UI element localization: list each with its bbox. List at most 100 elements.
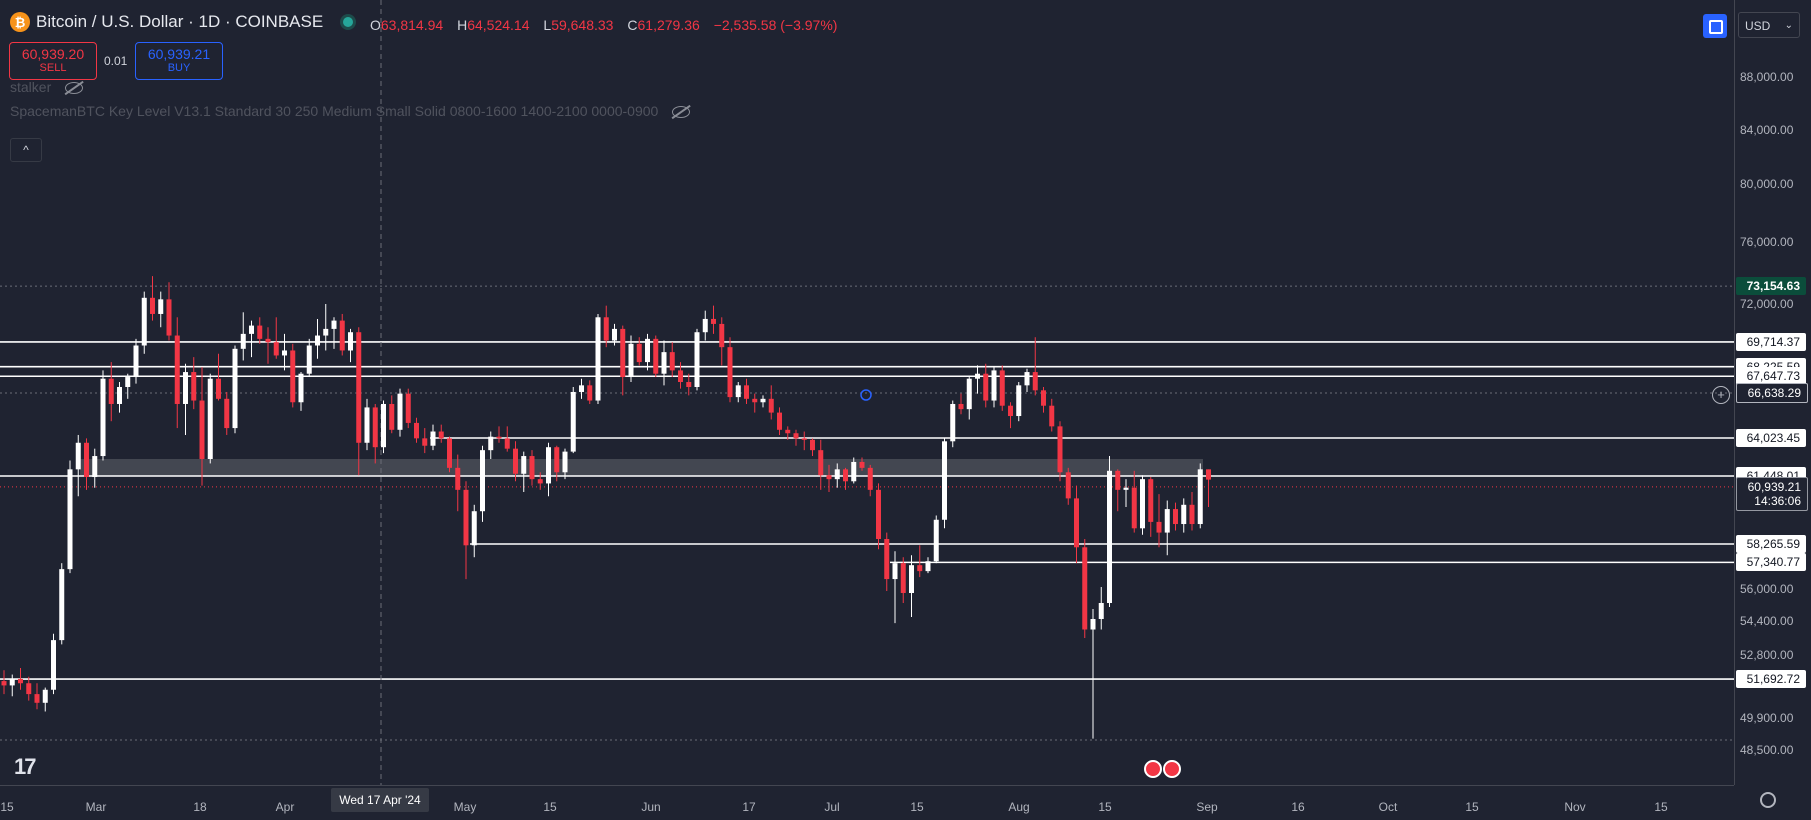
buy-button[interactable]: 60,939.21 BUY	[135, 42, 223, 80]
candle-body	[339, 320, 345, 351]
settings-gear-icon[interactable]	[1760, 792, 1776, 808]
price-level-label[interactable]: 69,714.37	[1736, 332, 1806, 351]
price-level-label[interactable]: 67,647.73	[1736, 367, 1806, 386]
candle-body	[174, 335, 180, 404]
alert-marker	[860, 389, 872, 401]
candle-body	[612, 328, 617, 341]
candle-body	[504, 438, 510, 449]
candle-body	[1131, 487, 1137, 529]
candle-body	[1065, 472, 1071, 499]
price-level-label[interactable]: 64,023.45	[1736, 429, 1806, 447]
hidden-eye-icon[interactable]	[672, 106, 691, 119]
indicator-key-level[interactable]: SpacemanBTC Key Level V13.1 Standard 30 …	[10, 103, 691, 119]
candle-body	[141, 297, 147, 346]
date-tick: 15	[910, 800, 924, 814]
price-tick: 56,000.00	[1740, 582, 1794, 596]
price-level-label[interactable]: 51,692.72	[1736, 670, 1806, 689]
candle-body	[42, 689, 48, 703]
sell-button[interactable]: 60,939.20 SELL	[9, 42, 97, 80]
date-tick: 18	[193, 800, 207, 814]
buy-price: 60,939.21	[147, 46, 211, 62]
candle-body	[884, 538, 890, 580]
candle-body	[628, 343, 634, 378]
candle-body	[1016, 385, 1022, 417]
us-flag-event-icon[interactable]	[1144, 760, 1162, 778]
candle-body	[1189, 504, 1195, 525]
candle-body	[562, 451, 568, 473]
close-value: 61,279.36	[637, 17, 700, 33]
tradingview-logo[interactable]: 17	[14, 754, 37, 779]
candle-body	[323, 328, 329, 336]
candle-body	[273, 342, 279, 356]
candle-body	[372, 407, 378, 448]
collapse-indicators-button[interactable]: ^	[10, 138, 42, 162]
candlestick-chart[interactable]	[0, 0, 1734, 785]
time-axis[interactable]	[0, 785, 1734, 820]
candle-body	[125, 377, 131, 387]
sell-label: SELL	[39, 62, 67, 74]
price-tick: 88,000.00	[1740, 70, 1794, 84]
candle-body	[1148, 479, 1154, 522]
add-alert-icon[interactable]: +	[1712, 386, 1730, 404]
candle-body	[1115, 470, 1121, 490]
candle-body	[653, 338, 659, 374]
price-level-label[interactable]: 73,154.63	[1736, 277, 1806, 296]
candle-body	[348, 332, 353, 351]
candle-body	[950, 403, 956, 442]
price-tick: 54,400.00	[1740, 614, 1794, 628]
candle-body	[900, 563, 906, 593]
candle-body	[1107, 470, 1112, 603]
candle-body	[232, 348, 238, 429]
candle-body	[59, 569, 65, 641]
candle-body	[282, 350, 287, 356]
price-tick: 49,900.00	[1740, 711, 1794, 725]
candle-body	[1140, 479, 1145, 529]
price-level-label[interactable]: 57,340.77	[1736, 553, 1806, 572]
candle-body	[389, 403, 395, 430]
candle-body	[257, 325, 263, 339]
candle-body	[265, 338, 271, 343]
candle-body	[777, 412, 782, 430]
candle-body	[966, 378, 972, 410]
date-tick: Nov	[1564, 800, 1586, 814]
date-tick: 15	[1465, 800, 1479, 814]
candle-body	[480, 450, 485, 512]
candle-body	[100, 378, 106, 457]
indicator-stalker[interactable]: stalker	[10, 79, 84, 95]
bitcoin-icon: ₿	[10, 12, 30, 32]
candle-body	[1098, 603, 1104, 619]
candle-body	[793, 433, 799, 439]
symbol-title[interactable]: ₿ Bitcoin / U.S. Dollar · 1D · COINBASE	[10, 12, 354, 32]
chevron-down-icon: ⌄	[1784, 20, 1793, 31]
candle-body	[430, 431, 436, 446]
date-tick: Oct	[1378, 800, 1398, 814]
candle-body	[694, 332, 700, 387]
date-tick: 15	[1098, 800, 1112, 814]
candle-body	[719, 323, 725, 348]
currency-select[interactable]: USD ⌄	[1738, 12, 1800, 38]
high-value: 64,524.14	[467, 17, 530, 33]
candle-body	[414, 422, 419, 439]
screenshot-icon[interactable]	[1703, 14, 1727, 38]
price-level-label[interactable]: 58,265.59	[1736, 535, 1806, 553]
price-axis[interactable]	[1734, 0, 1811, 785]
candle-body	[620, 328, 626, 378]
candle-body	[859, 461, 865, 468]
candle-body	[26, 683, 32, 695]
hidden-eye-icon[interactable]	[65, 82, 84, 95]
candle-body	[702, 318, 708, 333]
candle-body	[521, 456, 527, 474]
candle-body	[834, 469, 840, 480]
candle-body	[942, 441, 947, 520]
market-status-icon[interactable]	[343, 17, 354, 27]
candle-body	[1049, 405, 1055, 427]
price-tick: 84,000.00	[1740, 123, 1794, 137]
candle-body	[84, 442, 89, 478]
price-tick: 72,000.00	[1740, 297, 1794, 311]
candle-body	[290, 350, 296, 403]
us-flag-event-icon[interactable]	[1163, 760, 1181, 778]
candle-body	[595, 317, 601, 401]
high-label: H	[457, 17, 468, 33]
price-level-label[interactable]: 66,638.29	[1736, 383, 1808, 403]
